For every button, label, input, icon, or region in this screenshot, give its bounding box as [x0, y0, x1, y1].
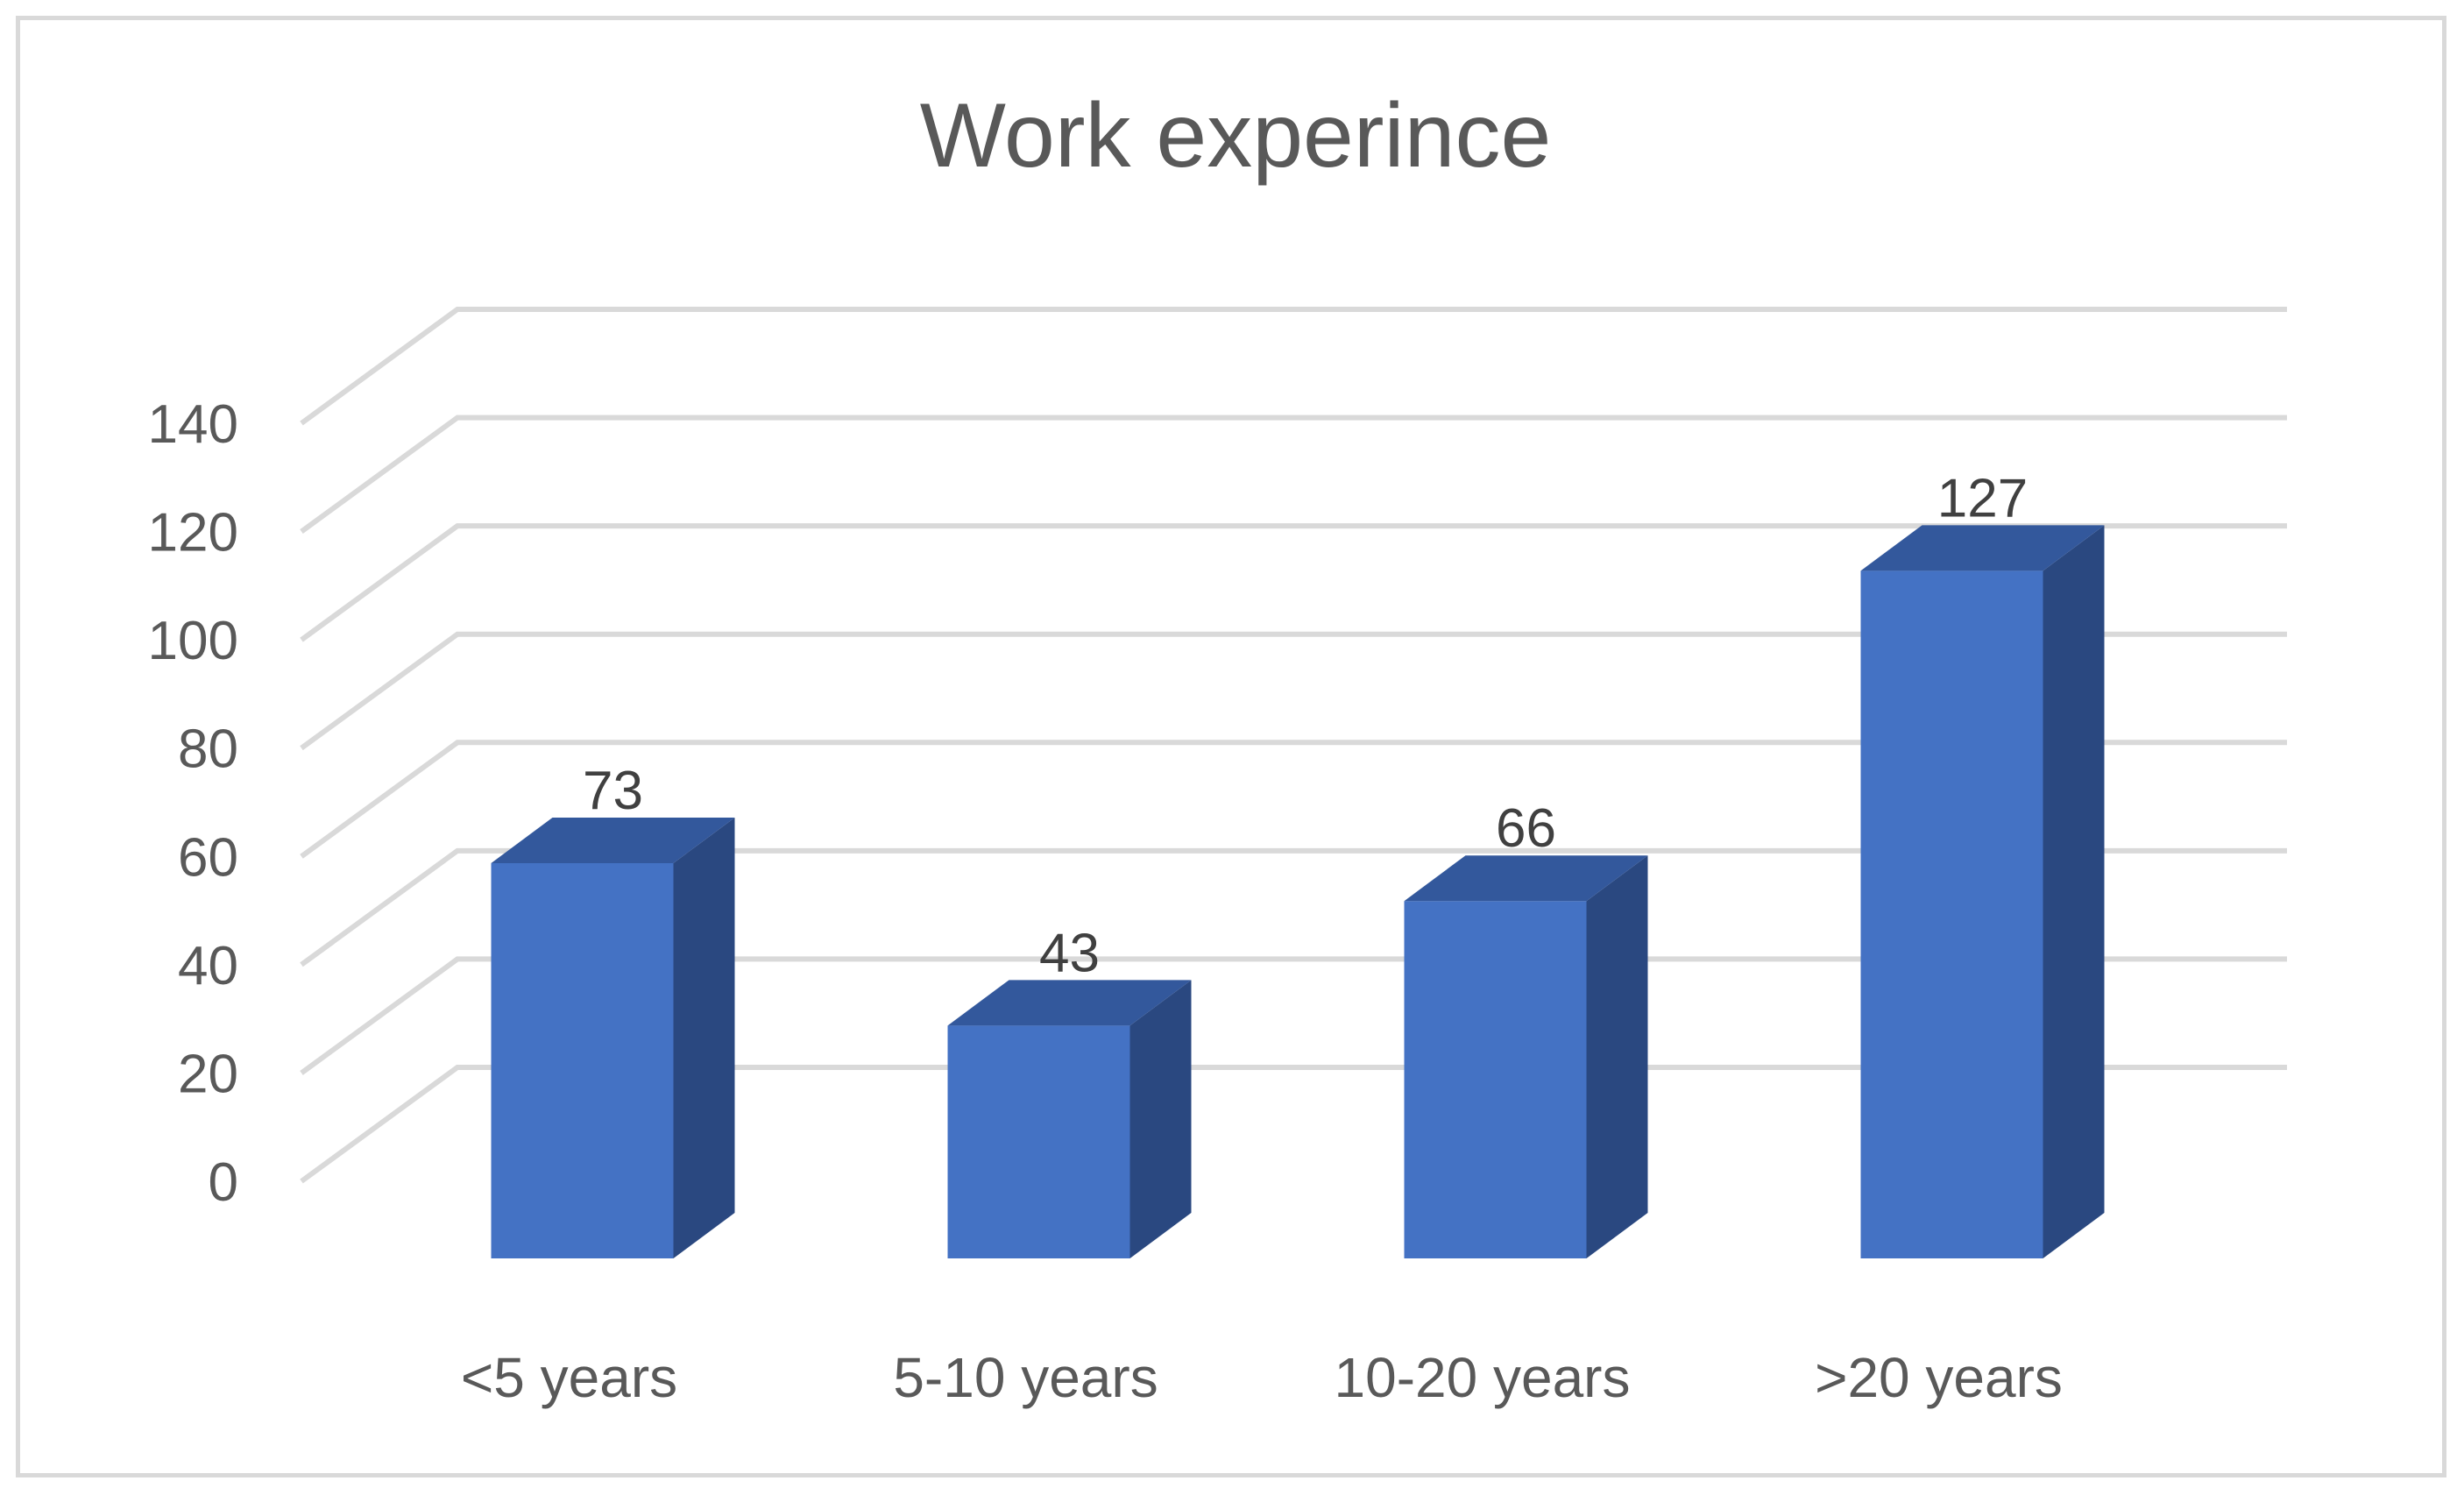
gridline [300, 631, 2287, 751]
gridline [300, 307, 2287, 426]
bar-side-face [1586, 855, 1648, 1258]
y-tick-label: 60 [178, 827, 238, 888]
y-tick-label: 40 [178, 936, 238, 996]
data-labels: 73 43 66 127 [583, 468, 2028, 983]
bar-top-face [1404, 855, 1648, 902]
bar [947, 980, 1192, 1258]
data-label: 127 [1937, 468, 2028, 528]
gridlines [300, 307, 2287, 1184]
data-label: 43 [1039, 923, 1100, 983]
x-category-label: >20 years [1815, 1346, 2063, 1409]
bar-side-face [673, 817, 735, 1258]
x-category-label: 10-20 years [1335, 1346, 1631, 1409]
bar-front-face [1860, 570, 2043, 1258]
bar-top-face [947, 980, 1192, 1026]
y-tick-label: 0 [209, 1152, 238, 1213]
bars [491, 525, 2105, 1258]
bar-front-face [947, 1025, 1130, 1258]
bar-front-face [1404, 901, 1587, 1258]
chart-title: Work experince [920, 85, 1552, 187]
bar-top-face [1860, 525, 2105, 571]
x-category-label: <5 years [461, 1346, 677, 1409]
gridline [300, 523, 2287, 642]
x-axis-category-labels: <5 years 5-10 years 10-20 years >20 years [461, 1346, 2063, 1409]
gridline [300, 740, 2287, 859]
gridline [300, 847, 2287, 967]
y-axis-tick-labels: 0 20 40 60 80 100 120 140 [148, 394, 238, 1213]
y-tick-label: 120 [148, 503, 238, 563]
x-category-label: 5-10 years [893, 1346, 1158, 1409]
y-tick-label: 100 [148, 611, 238, 671]
gridline [300, 956, 2287, 1075]
gridline [300, 1065, 2287, 1184]
bar [1404, 855, 1648, 1258]
bar-front-face [491, 862, 674, 1258]
bar-top-face [491, 817, 735, 863]
y-tick-label: 80 [178, 719, 238, 780]
gridline [300, 414, 2287, 534]
bar [1860, 525, 2105, 1258]
bar-side-face [1129, 980, 1192, 1258]
y-tick-label: 20 [178, 1044, 238, 1104]
y-tick-label: 140 [148, 394, 238, 455]
bar-side-face [2043, 525, 2105, 1258]
bar [491, 817, 735, 1258]
data-label: 73 [583, 761, 643, 821]
data-label: 66 [1496, 798, 1556, 859]
